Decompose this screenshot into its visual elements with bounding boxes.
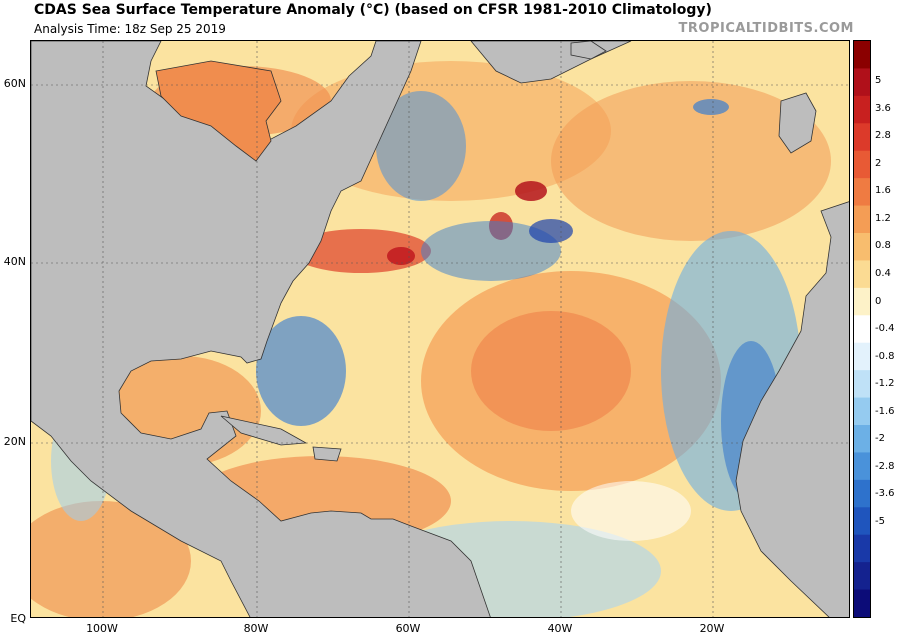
colorbar-swatch [854,287,870,316]
colorbar-label: -0.4 [875,323,895,334]
colorbar-swatch [854,452,870,481]
colorbar-swatch [854,315,870,344]
colorbar-label: 2 [875,157,882,169]
colorbar-label: -3.6 [875,488,895,500]
colorbar-label: 1.6 [875,185,891,197]
colorbar-swatch [854,370,870,399]
colorbar-swatch [854,479,870,508]
colorbar-swatch [854,41,870,69]
colorbar-label: 0.4 [875,268,891,279]
colorbar-label: -1.6 [875,405,895,417]
map-canvas [31,41,849,617]
land-masses [31,41,849,617]
colorbar [853,40,871,618]
lon-label-100w: 100W [86,622,118,635]
lon-label-60w: 60W [395,622,421,635]
lat-label-20n: 20N [3,435,26,448]
colorbar-label: 2.8 [875,130,891,142]
graticule [31,41,849,617]
colorbar-swatches [854,41,870,617]
colorbar-label: -5 [875,515,885,527]
colorbar-swatch [854,425,870,453]
cuba [220,415,308,446]
colorbar-label: 0.8 [875,240,891,252]
hudson-bay [155,60,282,162]
colorbar-label: 3.6 [875,102,891,114]
map-title: CDAS Sea Surface Temperature Anomaly (°C… [34,2,712,18]
colorbar-label: -2 [875,433,885,445]
colorbar-swatch [854,562,870,591]
colorbar-swatch [854,534,870,563]
lon-label-20w: 20W [699,622,725,635]
colorbar-label: 5 [875,75,882,87]
north-america [31,41,491,617]
colorbar-swatch [854,397,870,426]
lat-label-eq: EQ [10,612,26,625]
lon-label-40w: 40W [547,622,573,635]
lon-label-80w: 80W [243,622,269,635]
colorbar-swatch [854,68,870,97]
colorbar-label: 1.2 [875,212,891,224]
colorbar-swatch [854,260,870,289]
colorbar-label: -2.8 [875,460,895,472]
hispaniola [312,446,342,462]
colorbar-swatch [854,233,870,261]
sst-anomaly-map [30,40,850,618]
colorbar-label: 0 [875,295,882,307]
british-isles [778,92,817,154]
lat-label-40n: 40N [3,255,26,268]
europe-africa [735,201,849,617]
analysis-time: Analysis Time: 18z Sep 25 2019 [34,22,226,36]
colorbar-swatch [854,342,870,371]
colorbar-label: -0.8 [875,350,895,362]
colorbar-label: -1.2 [875,378,895,389]
colorbar-swatch [854,507,870,536]
iceland [570,41,607,60]
colorbar-swatch [854,95,870,124]
brand-watermark[interactable]: TROPICALTIDBITS.COM [678,21,854,36]
colorbar-swatch [854,178,870,207]
colorbar-swatch [854,150,870,179]
colorbar-swatch [854,123,870,152]
lat-label-60n: 60N [3,77,26,90]
colorbar-swatch [854,205,870,234]
colorbar-swatch [854,589,870,617]
